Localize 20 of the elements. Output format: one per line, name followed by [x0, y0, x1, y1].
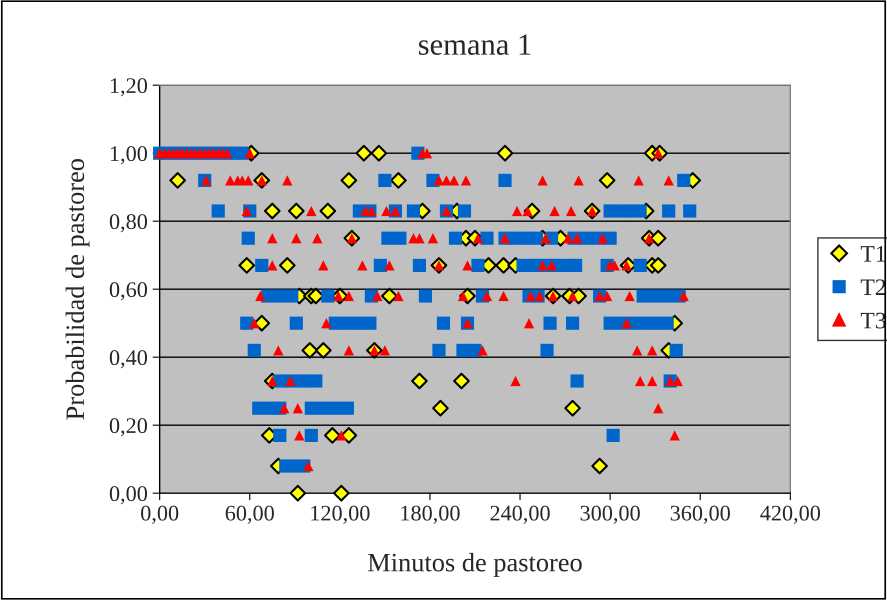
- x-tick-label: 120,00: [311, 506, 370, 524]
- y-tick-label: 0,80: [110, 214, 148, 232]
- x-tick-label: 60,00: [226, 506, 274, 524]
- legend-label: T2: [860, 279, 886, 295]
- y-tick-label: 0,40: [110, 350, 148, 368]
- x-tick-label: 420,00: [760, 506, 820, 524]
- x-tick-label: 240,00: [490, 506, 550, 524]
- x-axis-title: Minutos de pastoreo: [368, 552, 582, 577]
- x-tick-label: 300,00: [580, 506, 640, 524]
- y-tick-label: 1,00: [110, 146, 148, 164]
- x-tick-label: 180,00: [401, 506, 460, 524]
- y-tick-label: 0,60: [110, 282, 148, 300]
- x-tick-label: 360,00: [670, 506, 730, 524]
- legend-label: T1: [860, 246, 886, 262]
- y-tick-label: 0,20: [110, 418, 148, 436]
- y-tick-label: 1,20: [110, 78, 148, 96]
- y-axis-title: Probabilidad de pastoreo: [66, 159, 90, 420]
- y-tick-label: 0,00: [110, 486, 148, 504]
- chart-title: semana 1: [418, 34, 530, 55]
- x-tick-label: 0,00: [141, 506, 178, 524]
